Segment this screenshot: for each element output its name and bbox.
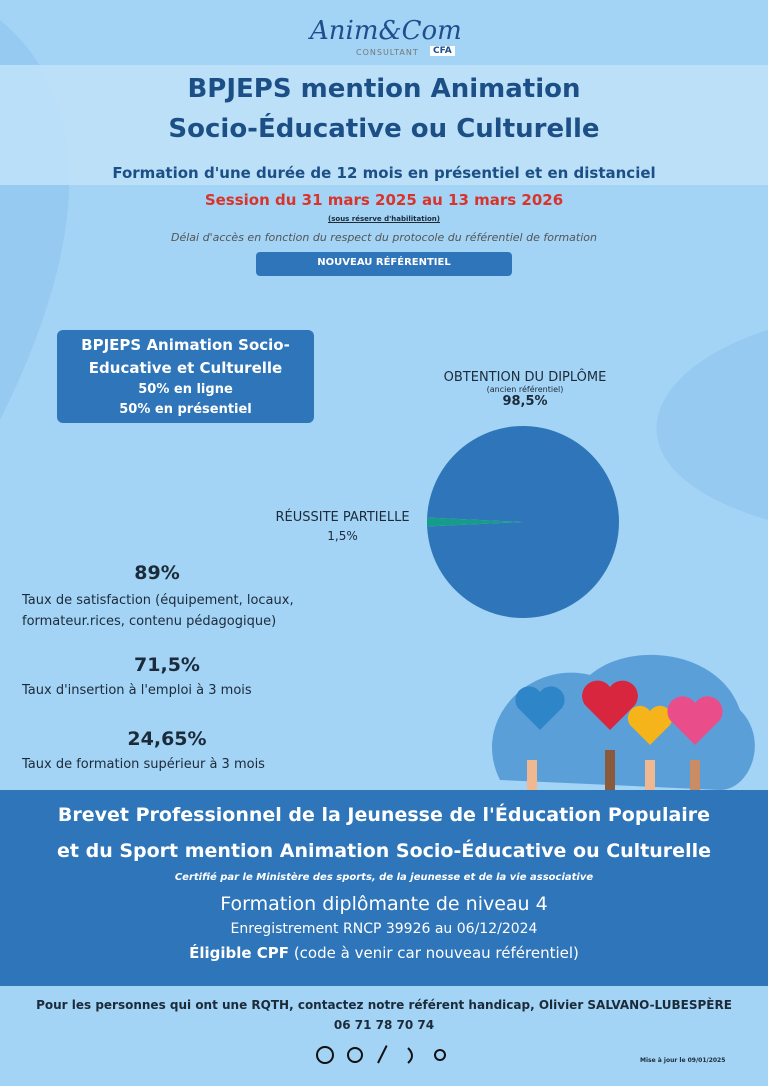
stat: 89% Taux de satisfaction (équipement, lo… bbox=[22, 562, 352, 632]
stat-label: Taux d'insertion à l'emploi à 3 mois bbox=[22, 683, 252, 698]
value-label: 1,5% bbox=[327, 529, 358, 543]
category-label: OBTENTION DU DIPLÔME bbox=[443, 370, 607, 385]
rncp: Enregistrement RNCP 39926 au 06/12/2024 bbox=[230, 921, 538, 937]
cpf-bold: Éligible CPF bbox=[189, 944, 290, 962]
value-label: 98,5% bbox=[502, 394, 548, 409]
stat-label: formateur.rices, contenu pédagogique) bbox=[22, 614, 277, 629]
pie-chart bbox=[427, 425, 619, 618]
stat: 24,65% Taux de formation supérieur à 3 m… bbox=[22, 728, 352, 775]
box-bg bbox=[57, 330, 314, 423]
box-line: 50% en ligne bbox=[138, 382, 233, 397]
duration: Formation d'une durée de 12 mois en prés… bbox=[112, 164, 656, 182]
box-line: Educative et Culturelle bbox=[88, 359, 283, 377]
cpf: Éligible CPF (code à venir car nouveau r… bbox=[0, 944, 768, 962]
pie-label-partial: RÉUSSITE PARTIELLE 1,5% bbox=[230, 510, 455, 543]
stat-label: Taux de satisfaction (équipement, locaux… bbox=[22, 593, 294, 608]
accessibility-icons bbox=[316, 1045, 446, 1064]
access: Délai d'accès en fonction du respect du … bbox=[171, 231, 597, 244]
illustration bbox=[492, 654, 755, 790]
stat-value: 71,5% bbox=[134, 654, 200, 676]
session: Session du 31 mars 2025 au 13 mars 2026 bbox=[204, 191, 564, 209]
rqth: Pour les personnes qui ont une RQTH, con… bbox=[36, 998, 732, 1012]
badge: NOUVEAU RÉFÉRENTIEL bbox=[317, 257, 451, 268]
header-band bbox=[0, 65, 768, 185]
stat-value: 24,65% bbox=[127, 728, 207, 750]
reserve: (sous réserve d'habilitation) bbox=[328, 215, 440, 223]
certified: Certifié par le Ministère des sports, de… bbox=[174, 872, 594, 883]
logo: Anim&Com CONSULTANT CFA bbox=[300, 8, 470, 60]
stat-label: Taux de formation supérieur à 3 mois bbox=[22, 757, 265, 772]
cpf-rest: (code à venir car nouveau référentiel) bbox=[293, 944, 579, 962]
pie-label-main: OBTENTION DU DIPLÔME (ancien référentiel… bbox=[400, 370, 650, 409]
info-box: BPJEPS Animation Socio- Educative et Cul… bbox=[57, 334, 314, 420]
logo-sub: CONSULTANT bbox=[356, 48, 419, 57]
phone: 06 71 78 70 74 bbox=[333, 1018, 435, 1032]
logo-badge: CFA bbox=[430, 46, 455, 56]
band-title: et du Sport mention Animation Socio-Éduc… bbox=[57, 840, 711, 862]
updated: Mise à jour le 09/01/2025 bbox=[640, 1057, 726, 1064]
pie-slice bbox=[427, 517, 523, 527]
stat: 71,5% Taux d'insertion à l'emploi à 3 mo… bbox=[22, 654, 352, 701]
box-line: BPJEPS Animation Socio- bbox=[81, 336, 290, 354]
box-line: 50% en présentiel bbox=[119, 402, 252, 417]
pie-slice bbox=[427, 425, 619, 618]
title: BPJEPS mention Animation bbox=[187, 74, 581, 104]
logo-text: Anim&Com bbox=[310, 16, 462, 46]
title: Socio-Éducative ou Culturelle bbox=[168, 114, 600, 144]
footer-band bbox=[0, 790, 768, 986]
category-label: RÉUSSITE PARTIELLE bbox=[275, 510, 410, 525]
badge-bg bbox=[256, 252, 512, 276]
subtitle: (ancien référentiel) bbox=[486, 385, 564, 394]
level: Formation diplômante de niveau 4 bbox=[220, 893, 548, 915]
wave bbox=[656, 330, 768, 520]
band-title: Brevet Professionnel de la Jeunesse de l… bbox=[57, 804, 711, 826]
stat-value: 89% bbox=[134, 562, 180, 584]
